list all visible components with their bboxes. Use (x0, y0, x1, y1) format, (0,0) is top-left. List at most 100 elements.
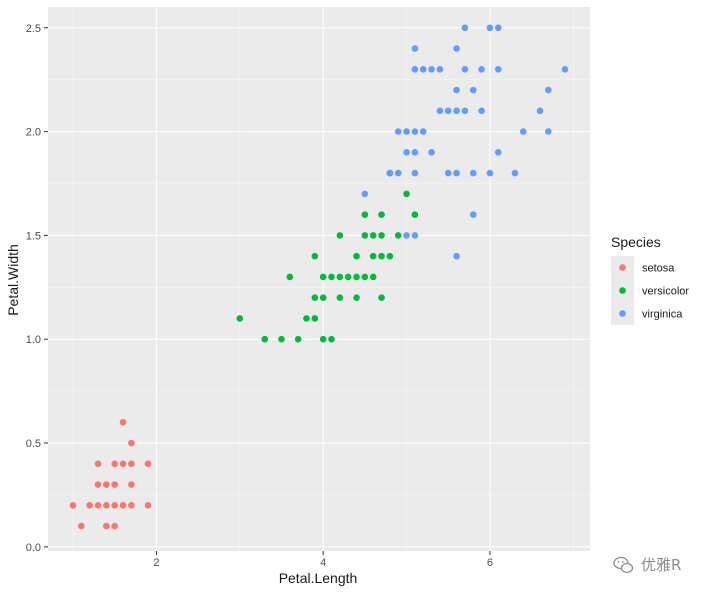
y-axis-ticks: 0.0 0.5 1.0 1.5 2.0 2.5 (26, 23, 48, 554)
data-point-versicolor (353, 273, 360, 281)
data-point-virginica (386, 169, 394, 177)
data-point-virginica (419, 65, 427, 73)
data-point-virginica (478, 107, 485, 115)
data-point-virginica (453, 252, 460, 260)
wechat-icon (613, 556, 634, 574)
data-point-setosa (78, 522, 85, 530)
data-point-setosa (86, 502, 93, 509)
data-point-versicolor (353, 294, 360, 301)
data-point-virginica (469, 86, 477, 94)
data-point-versicolor (353, 252, 360, 260)
data-point-versicolor (386, 252, 394, 260)
data-point-setosa (103, 522, 110, 530)
data-point-virginica (394, 169, 402, 177)
data-point-versicolor (328, 335, 335, 343)
data-point-virginica (536, 107, 544, 115)
plot-panel (48, 7, 590, 551)
data-point-virginica (461, 65, 469, 73)
data-point-virginica (486, 169, 494, 177)
data-point-setosa (119, 502, 127, 509)
data-point-setosa (103, 481, 110, 488)
x-axis-title: Petal.Length (279, 570, 358, 586)
data-point-virginica (453, 107, 460, 115)
data-point-virginica (453, 86, 460, 94)
data-point-versicolor (286, 273, 294, 281)
data-point-versicolor (303, 315, 310, 322)
data-point-virginica (411, 232, 419, 239)
y-tick-label: 0.0 (26, 542, 41, 554)
data-point-setosa (128, 439, 135, 447)
data-point-virginica (461, 107, 469, 115)
data-point-versicolor (361, 273, 369, 281)
data-point-versicolor (378, 232, 385, 239)
data-point-versicolor (311, 315, 319, 322)
data-point-virginica (561, 65, 569, 73)
data-point-virginica (545, 86, 552, 94)
data-point-versicolor (236, 315, 244, 322)
data-point-versicolor (369, 232, 377, 239)
data-point-virginica (494, 65, 502, 73)
data-point-virginica (436, 65, 444, 73)
data-point-virginica (428, 65, 435, 73)
data-point-setosa (119, 460, 127, 468)
x-tick-label: 2 (153, 557, 159, 569)
data-point-versicolor (344, 273, 352, 281)
data-point-setosa (111, 522, 119, 530)
watermark: 优雅R (613, 556, 681, 574)
data-point-setosa (111, 502, 119, 509)
data-point-versicolor (319, 335, 327, 343)
data-point-virginica (545, 128, 552, 135)
data-point-setosa (128, 502, 135, 509)
data-point-virginica (486, 24, 494, 32)
data-point-versicolor (311, 294, 319, 301)
legend-key-versicolor (619, 287, 626, 294)
legend-title: Species (611, 234, 661, 250)
data-point-virginica (436, 107, 444, 115)
data-point-setosa (94, 481, 102, 488)
data-point-versicolor (328, 273, 335, 281)
y-tick-label: 2.0 (26, 127, 41, 139)
legend-key-setosa (619, 264, 626, 271)
x-tick-label: 6 (487, 557, 493, 569)
data-point-virginica (411, 45, 419, 52)
data-point-virginica (428, 149, 435, 156)
y-tick-label: 0.5 (26, 438, 41, 450)
data-point-virginica (469, 211, 477, 218)
data-point-virginica (411, 149, 419, 156)
legend-label-virginica: virginica (642, 309, 683, 321)
data-point-virginica (478, 65, 485, 73)
data-point-virginica (419, 128, 427, 135)
data-point-versicolor (394, 232, 402, 239)
y-tick-label: 1.5 (26, 230, 41, 242)
data-point-versicolor (336, 232, 344, 239)
data-point-setosa (69, 502, 77, 509)
data-point-versicolor (378, 252, 385, 260)
legend-label-versicolor: versicolor (642, 286, 689, 298)
data-point-versicolor (336, 273, 344, 281)
legend: Species setosa versicolor virginica (611, 234, 689, 325)
data-point-versicolor (403, 190, 410, 198)
data-point-virginica (403, 128, 410, 135)
data-point-virginica (403, 232, 410, 239)
data-point-versicolor (378, 211, 385, 218)
data-point-virginica (511, 169, 519, 177)
y-tick-label: 1.0 (26, 334, 41, 346)
data-point-virginica (519, 128, 527, 135)
data-point-virginica (494, 149, 502, 156)
data-point-versicolor (378, 294, 385, 301)
data-point-setosa (94, 460, 102, 468)
data-point-setosa (144, 460, 152, 468)
data-point-virginica (411, 65, 419, 73)
y-tick-label: 2.5 (26, 23, 41, 35)
data-point-setosa (94, 502, 102, 509)
data-point-versicolor (294, 335, 302, 343)
data-point-versicolor (361, 211, 369, 218)
y-axis-title: Petal.Width (5, 244, 21, 316)
data-point-versicolor (369, 252, 377, 260)
data-point-virginica (444, 169, 452, 177)
data-point-virginica (361, 190, 369, 198)
data-point-versicolor (319, 294, 327, 301)
data-point-virginica (453, 45, 460, 52)
data-point-versicolor (319, 273, 327, 281)
